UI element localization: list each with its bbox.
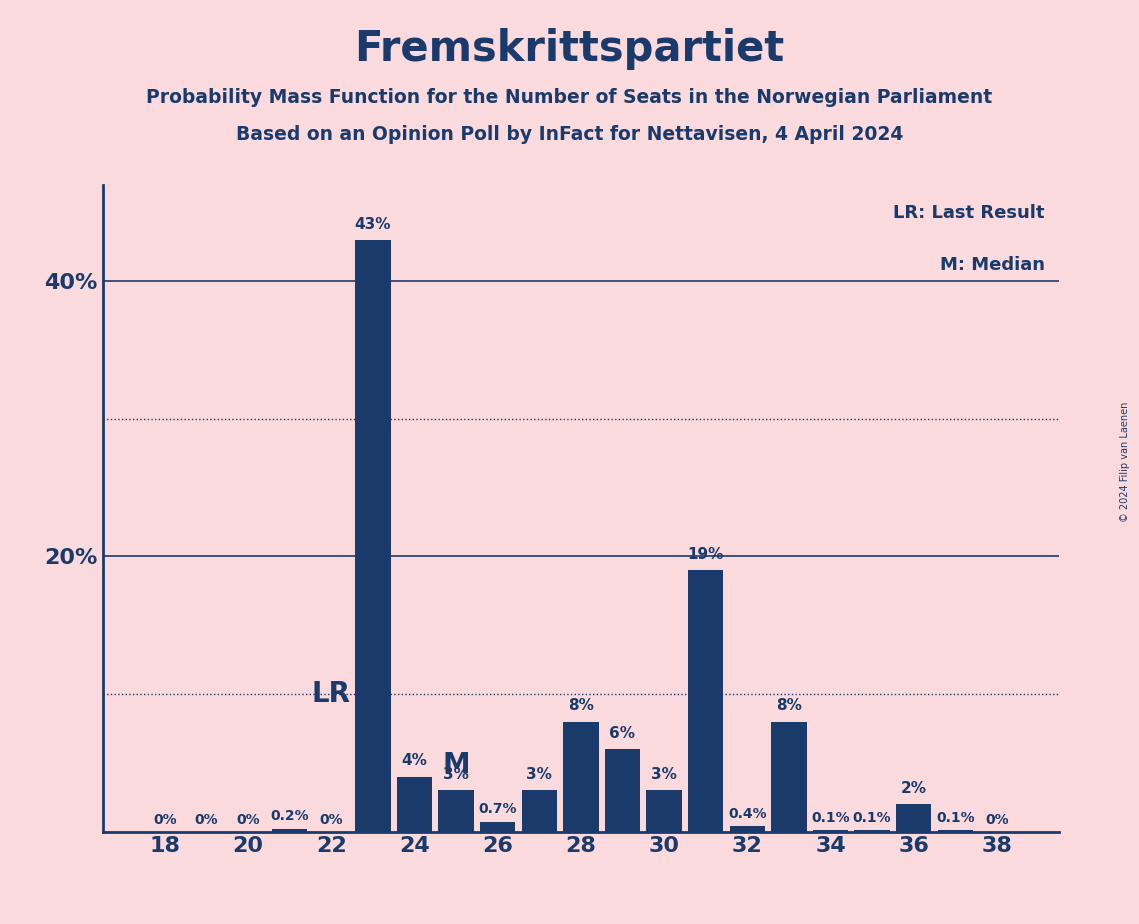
Bar xyxy=(688,570,723,832)
Bar xyxy=(896,804,932,832)
Text: LR: Last Result: LR: Last Result xyxy=(893,204,1044,222)
Text: 0.7%: 0.7% xyxy=(478,802,517,817)
Text: 2%: 2% xyxy=(901,781,927,796)
Text: 0%: 0% xyxy=(153,813,177,827)
Text: 19%: 19% xyxy=(688,547,724,562)
Text: 0.1%: 0.1% xyxy=(853,810,892,825)
Text: 43%: 43% xyxy=(354,216,391,232)
Bar xyxy=(647,790,682,832)
Bar xyxy=(272,829,308,832)
Text: Based on an Opinion Poll by InFact for Nettavisen, 4 April 2024: Based on an Opinion Poll by InFact for N… xyxy=(236,125,903,144)
Text: M: M xyxy=(442,751,470,779)
Text: 0.1%: 0.1% xyxy=(936,810,975,825)
Text: 4%: 4% xyxy=(402,753,427,768)
Bar xyxy=(396,776,432,832)
Bar xyxy=(730,826,765,832)
Bar xyxy=(355,240,391,832)
Bar xyxy=(605,749,640,832)
Text: 8%: 8% xyxy=(776,699,802,713)
Bar xyxy=(480,822,515,832)
Bar xyxy=(937,831,973,832)
Text: 3%: 3% xyxy=(443,767,469,782)
Text: © 2024 Filip van Laenen: © 2024 Filip van Laenen xyxy=(1121,402,1130,522)
Text: 0.2%: 0.2% xyxy=(270,809,309,823)
Text: 3%: 3% xyxy=(652,767,677,782)
Bar xyxy=(439,790,474,832)
Text: Probability Mass Function for the Number of Seats in the Norwegian Parliament: Probability Mass Function for the Number… xyxy=(147,88,992,107)
Text: LR: LR xyxy=(312,680,351,708)
Text: Fremskrittspartiet: Fremskrittspartiet xyxy=(354,28,785,69)
Text: 8%: 8% xyxy=(568,699,593,713)
Text: 0%: 0% xyxy=(319,813,343,827)
Bar xyxy=(563,722,599,832)
Bar xyxy=(522,790,557,832)
Text: 3%: 3% xyxy=(526,767,552,782)
Bar xyxy=(854,831,890,832)
Text: 0.1%: 0.1% xyxy=(811,810,850,825)
Text: 0%: 0% xyxy=(195,813,219,827)
Text: 6%: 6% xyxy=(609,725,636,741)
Text: 0.4%: 0.4% xyxy=(728,807,767,821)
Text: 0%: 0% xyxy=(236,813,260,827)
Bar xyxy=(771,722,806,832)
Bar xyxy=(813,831,849,832)
Text: M: Median: M: Median xyxy=(940,256,1044,274)
Text: 0%: 0% xyxy=(985,813,1009,827)
